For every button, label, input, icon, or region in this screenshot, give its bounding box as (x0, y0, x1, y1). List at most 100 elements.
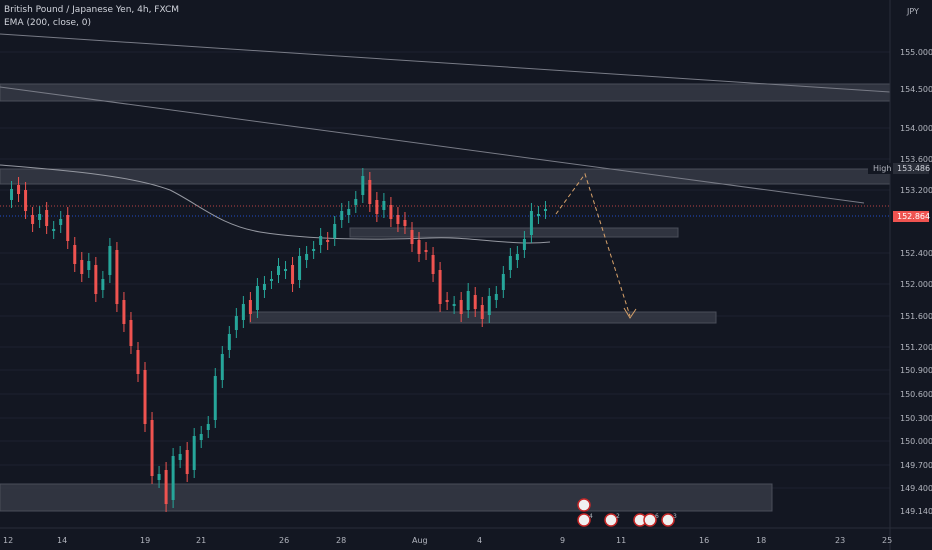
projection-arrow[interactable] (555, 172, 637, 319)
trendline-lower[interactable] (0, 86, 865, 204)
price-axis-label: 150.900 (900, 366, 932, 375)
candle-body (396, 215, 400, 224)
candle-body (45, 210, 49, 226)
time-axis-label: 23 (835, 536, 845, 545)
candle-body (543, 209, 547, 211)
candle-body (73, 245, 77, 264)
candle-body (234, 316, 238, 330)
candle-body (269, 279, 273, 281)
price-axis-label: 154.500 (900, 85, 932, 94)
candle-body (522, 239, 526, 250)
candle-body (277, 266, 280, 275)
price-axis-label: 150.600 (900, 390, 932, 399)
uk-flag-icon[interactable] (577, 513, 591, 527)
time-axis-label: 21 (196, 536, 206, 545)
candle-body (515, 254, 519, 260)
price-axis-label: 151.600 (900, 312, 932, 321)
candles-group (10, 168, 547, 512)
price-axis-label: 154.000 (900, 124, 932, 133)
candle-body (199, 434, 203, 440)
zone-153-4[interactable] (0, 168, 891, 185)
candle-body (375, 200, 379, 214)
uk-flag-icon[interactable] (604, 513, 618, 527)
uk-flag-icon[interactable] (643, 513, 657, 527)
price-axis-label: 153.200 (900, 186, 932, 195)
high-price-tag: 153.486 (897, 164, 930, 173)
indicator-label[interactable]: EMA (200, close, 0) (4, 18, 92, 28)
candle-body (340, 211, 344, 220)
uk-flag-icon[interactable] (661, 513, 675, 527)
zone-154-5[interactable] (0, 83, 891, 102)
time-axis-label: Aug (412, 536, 428, 545)
candle-body (529, 211, 533, 235)
candle-body (459, 300, 463, 314)
candle-body (326, 240, 330, 242)
candle-body (291, 265, 295, 284)
candle-body (108, 246, 112, 275)
candle-body (24, 190, 28, 211)
candle-body (536, 214, 540, 216)
candle-body (192, 436, 196, 470)
symbol-title[interactable]: British Pound / Japanese Yen, 4h, FXCM (4, 5, 180, 15)
candle-body (305, 254, 309, 260)
candle-body (494, 294, 498, 300)
price-axis-label: 151.200 (900, 343, 932, 352)
time-axis-label: 9 (560, 536, 565, 545)
candle-body (17, 185, 21, 194)
candle-body (52, 229, 56, 231)
candle-body (361, 176, 365, 195)
time-axis-label: 18 (756, 536, 766, 545)
trendline-upper[interactable] (0, 33, 891, 93)
candle-body (115, 250, 119, 304)
candle-body (31, 215, 35, 224)
current-price-tag: 152.864 (897, 212, 930, 221)
candle-body (80, 260, 84, 274)
price-axis-label: 155.000 (900, 48, 932, 57)
candle-body (501, 274, 505, 290)
time-axis-label: 28 (336, 536, 346, 545)
candle-body (466, 291, 470, 310)
candle-body (473, 295, 477, 309)
event-markers[interactable]: 4 2 6 3 (577, 498, 677, 527)
candle-body (312, 249, 316, 251)
price-axis-label: 150.300 (900, 414, 932, 423)
candle-body (431, 255, 435, 274)
price-axis-label: 152.000 (900, 280, 932, 289)
price-axis-label: 152.400 (900, 249, 932, 258)
time-axis-label: 26 (279, 536, 289, 545)
zone-152-7[interactable] (349, 227, 679, 238)
candle-body (227, 334, 231, 350)
candle-body (206, 424, 210, 430)
candle-body (452, 304, 456, 306)
candle-body (241, 304, 245, 320)
candle-body (185, 450, 189, 474)
candle-body (220, 354, 224, 380)
currency-label: JPY (906, 7, 919, 16)
event-count: 2 (616, 513, 620, 520)
uk-flag-icon[interactable] (577, 498, 591, 512)
time-axis-label: 4 (477, 536, 482, 545)
time-axis-label: 14 (57, 536, 67, 545)
zone-149-4[interactable] (0, 483, 773, 512)
candle-body (333, 224, 337, 238)
candle-body (368, 180, 372, 204)
price-axis-label: 149.400 (900, 484, 932, 493)
candle-body (87, 261, 91, 270)
candle-body (122, 300, 126, 324)
candle-body (143, 370, 147, 424)
high-label: High (873, 164, 891, 173)
candle-body (255, 286, 259, 310)
candle-body (508, 256, 512, 270)
candle-body (354, 199, 358, 205)
candle-body (262, 284, 266, 290)
candle-body (319, 236, 323, 245)
candle-body (178, 454, 182, 460)
time-axis-label: 11 (616, 536, 626, 545)
candle-body (94, 265, 98, 294)
candle-body (10, 189, 14, 200)
candle-body (129, 320, 133, 346)
event-count: 4 (589, 513, 593, 520)
candle-body (213, 376, 217, 420)
price-axis-label: 153.600 (900, 155, 932, 164)
